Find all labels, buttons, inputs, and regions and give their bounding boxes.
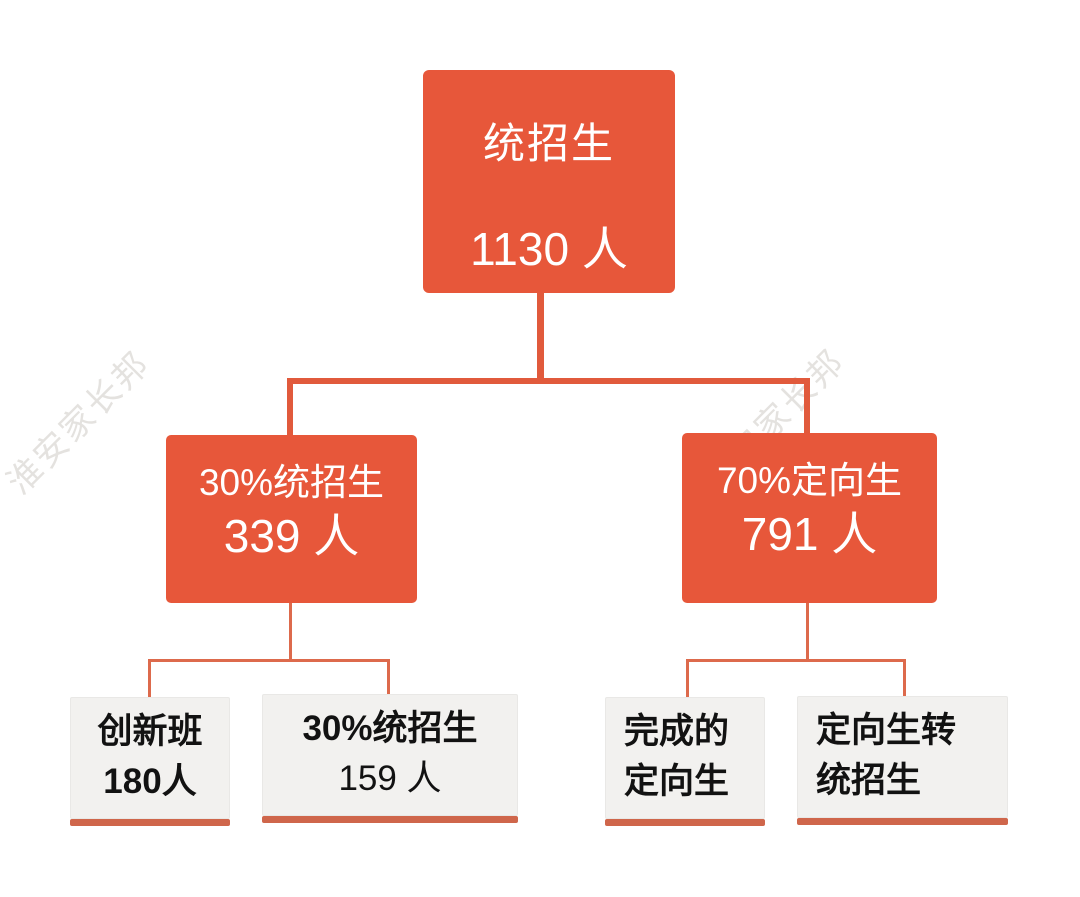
node-title: 30%统招生 [198, 462, 385, 503]
watermark-text: 淮安家长邦 [0, 344, 158, 502]
leaf-chuangxinban: 创新班 180人 [70, 697, 230, 826]
leaf-underline [797, 818, 1008, 825]
connector-top-horizontal [287, 378, 810, 384]
connector-drop-leaf1 [148, 659, 151, 698]
connector-left-horizontal [148, 659, 390, 662]
leaf-label: 定向生转 统招生 [797, 696, 1008, 818]
connector-midleft-vertical [289, 601, 292, 660]
leaf-line1: 创新班 [97, 712, 203, 751]
node-title: 70%定向生 [716, 460, 903, 501]
node-30pct-tongzhaosheng: 30%统招生 339 人 [166, 435, 417, 603]
connector-root-vertical [537, 292, 544, 380]
connector-right-horizontal [686, 659, 906, 662]
leaf-30pct-tongzhaosheng: 30%统招生 159 人 [262, 694, 518, 823]
leaf-wancheng-dingxiangsheng: 完成的 定向生 [605, 697, 765, 826]
leaf-underline [262, 816, 518, 823]
connector-drop-leaf4 [903, 659, 906, 697]
leaf-line2: 定向生 [624, 762, 730, 801]
node-value: 339 人 [223, 510, 360, 562]
node-root-tongzhaosheng: 统招生 1130 人 [423, 70, 675, 293]
leaf-label: 创新班 180人 [70, 697, 230, 819]
connector-drop-leaf3 [686, 659, 689, 698]
node-value: 1130 人 [470, 223, 628, 275]
leaf-line2: 159 人 [338, 759, 442, 798]
leaf-line2: 统招生 [816, 761, 922, 800]
connector-midright-vertical [806, 601, 809, 660]
connector-drop-leaf2 [387, 659, 390, 695]
leaf-line2: 180人 [103, 762, 197, 801]
leaf-label: 完成的 定向生 [605, 697, 765, 819]
leaf-line1: 完成的 [624, 712, 730, 751]
leaf-line1: 30%统招生 [302, 709, 478, 748]
leaf-underline [70, 819, 230, 826]
leaf-underline [605, 819, 765, 826]
leaf-dingxiangsheng-zhuan-tongzhaosheng: 定向生转 统招生 [797, 696, 1008, 825]
node-title: 统招生 [482, 120, 615, 167]
node-70pct-dingxiangsheng: 70%定向生 791 人 [682, 433, 937, 603]
leaf-line1: 定向生转 [816, 711, 957, 750]
connector-drop-left [287, 378, 293, 436]
leaf-label: 30%统招生 159 人 [262, 694, 518, 816]
connector-drop-right [804, 378, 810, 434]
node-value: 791 人 [741, 508, 878, 560]
